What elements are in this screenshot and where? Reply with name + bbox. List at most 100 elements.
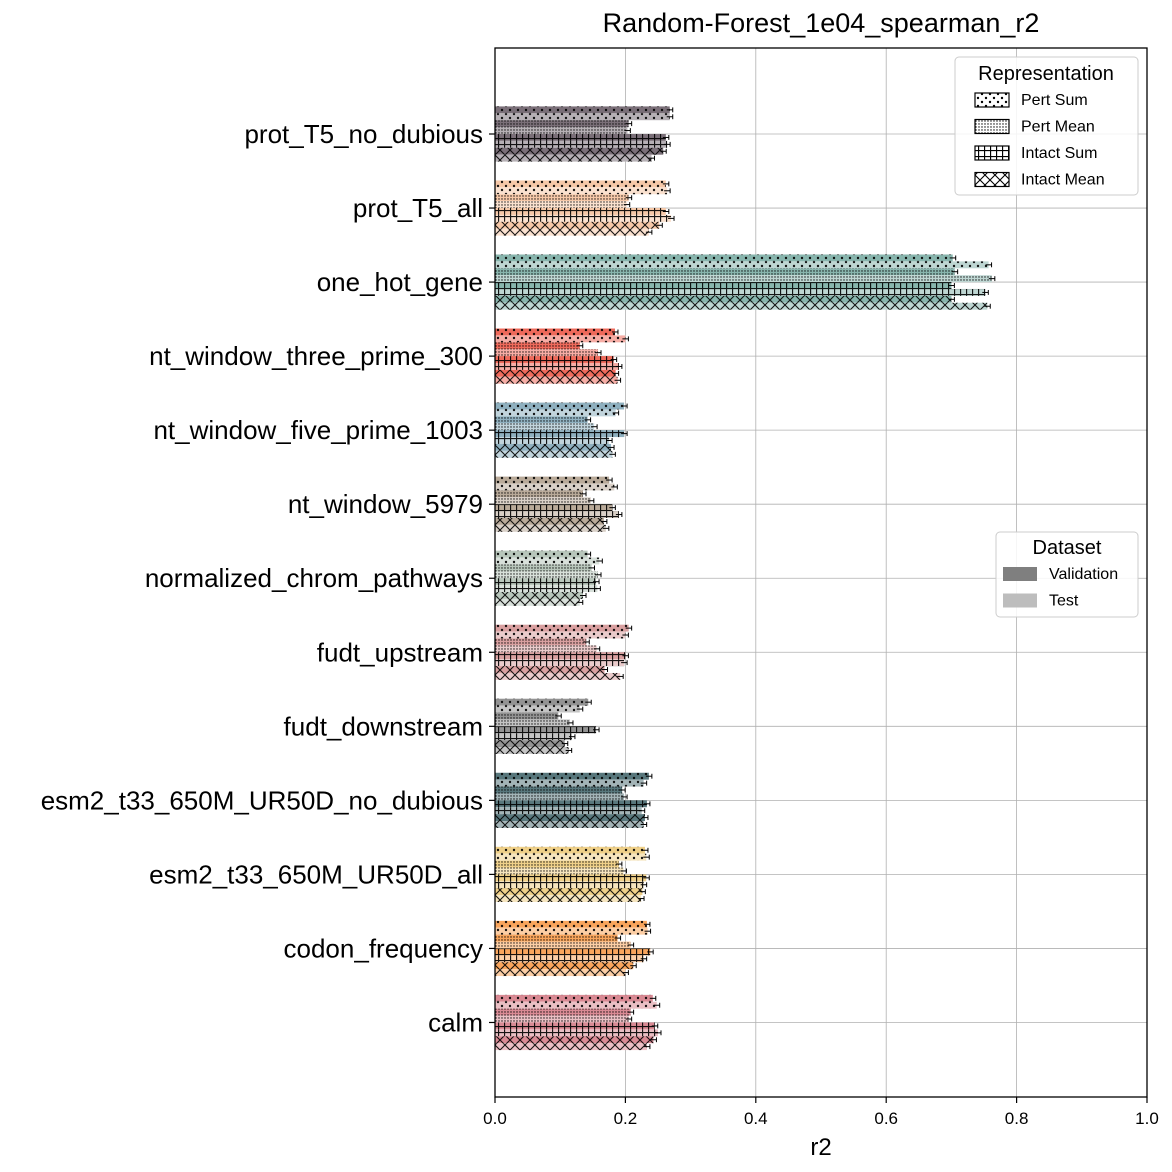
bar — [495, 476, 613, 484]
bar — [495, 786, 626, 794]
bar — [495, 187, 671, 195]
bar — [495, 585, 601, 593]
bar — [495, 518, 608, 525]
bar — [495, 1022, 659, 1030]
legend-title: Representation — [978, 63, 1114, 85]
bar — [495, 895, 645, 902]
bar — [495, 592, 587, 599]
y-tick-label: one_hot_gene — [317, 267, 483, 297]
bar — [495, 962, 637, 970]
bar — [495, 955, 648, 963]
bar — [495, 652, 629, 660]
y-tick-label: nt_window_five_prime_1003 — [153, 415, 483, 445]
bar — [495, 504, 616, 512]
y-tick-label: normalized_chrom_pathways — [145, 563, 483, 593]
bar — [495, 814, 649, 822]
bar — [495, 409, 620, 417]
bar — [495, 490, 587, 498]
bar — [495, 335, 629, 343]
y-tick-label: codon_frequency — [284, 933, 483, 963]
bar — [495, 1001, 661, 1009]
bar — [495, 430, 628, 438]
bar — [495, 645, 601, 653]
bar — [495, 416, 592, 424]
bar — [495, 853, 650, 861]
x-tick-label: 0.8 — [1005, 1109, 1029, 1128]
legend-entry-label: Pert Mean — [1021, 119, 1095, 136]
bar — [495, 376, 622, 384]
bar — [495, 1036, 657, 1044]
bar — [495, 698, 592, 706]
bar — [495, 483, 618, 491]
bar — [495, 194, 633, 202]
y-tick-label: nt_window_three_prime_300 — [149, 341, 483, 371]
bars — [495, 106, 996, 1051]
y-tick-label: prot_T5_no_dubious — [244, 119, 483, 149]
bar — [495, 349, 602, 357]
bar — [495, 328, 619, 336]
x-tick-label: 0.6 — [874, 1109, 898, 1128]
bar — [495, 672, 624, 680]
y-tick-label: fudt_upstream — [317, 637, 483, 667]
legend-entry: Intact Sum — [974, 145, 1097, 162]
bar — [495, 747, 573, 754]
bar — [495, 638, 590, 646]
bar — [495, 302, 991, 310]
bar — [495, 733, 576, 741]
bar — [495, 846, 649, 854]
bar — [495, 369, 620, 377]
x-tick-label: 0.0 — [483, 1109, 507, 1128]
bar — [495, 800, 651, 808]
bar — [495, 261, 993, 269]
bar — [495, 1043, 651, 1051]
legend-entry-label: Intact Sum — [1021, 145, 1097, 162]
legend-representation: Representation Pert Sum Pert Mean Intact S… — [954, 56, 1139, 196]
legend-title: Dataset — [1033, 537, 1102, 559]
bar — [495, 941, 635, 949]
y-tick-label: calm — [428, 1007, 483, 1037]
bar — [495, 821, 648, 828]
bar — [495, 214, 675, 222]
x-tick-label: 0.4 — [744, 1109, 768, 1128]
legend-entry-label: Test — [1049, 593, 1079, 610]
bar — [495, 1008, 635, 1016]
bar — [495, 934, 622, 942]
bar — [495, 134, 670, 141]
legend-entry: Validation — [1003, 566, 1118, 583]
axes — [489, 47, 1148, 1103]
legend-entry: Intact Mean — [974, 172, 1105, 189]
bar — [495, 113, 674, 121]
x-tick-label: 1.0 — [1135, 1109, 1159, 1128]
bar — [495, 874, 650, 882]
bar — [495, 550, 592, 558]
bar — [495, 807, 646, 815]
bar — [495, 793, 628, 801]
y-tick-label: fudt_downstream — [284, 711, 483, 741]
bar — [495, 497, 595, 505]
bar — [495, 511, 623, 518]
bar — [495, 288, 989, 296]
y-tick-label: esm2_t33_650M_UR50D_no_dubious — [41, 785, 483, 815]
y-tick-label: prot_T5_all — [353, 193, 483, 223]
bar — [495, 557, 603, 565]
bar — [495, 631, 629, 639]
legend-entry: Pert Sum — [974, 92, 1088, 109]
bar — [495, 948, 654, 956]
x-tick-labels: 0.0 0.2 0.4 0.6 0.8 1.0 — [483, 1109, 1159, 1128]
bar — [495, 437, 613, 444]
plot-frame — [494, 47, 1148, 1098]
bar — [495, 564, 595, 572]
bar — [495, 705, 584, 713]
bar — [495, 779, 648, 787]
bar — [495, 719, 574, 727]
bar — [495, 147, 667, 155]
bar — [495, 342, 584, 350]
legend-entry-label: Intact Mean — [1021, 172, 1105, 189]
bar — [495, 120, 633, 128]
bar — [495, 888, 646, 896]
bar — [495, 740, 569, 748]
bar — [495, 140, 671, 148]
bar — [495, 201, 631, 209]
legend-entry-label: Pert Sum — [1021, 92, 1088, 109]
legend-entry: Test — [1003, 593, 1079, 610]
